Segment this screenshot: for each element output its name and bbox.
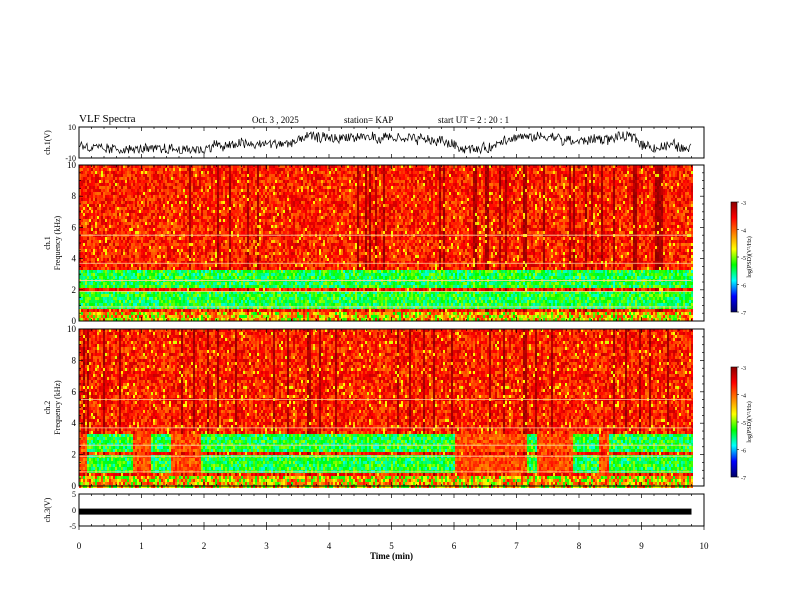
x-tick-label: 2	[202, 541, 207, 551]
ch2-spec-ytick-label: 10	[67, 324, 77, 334]
x-axis-label: Time (min)	[370, 551, 413, 561]
colorbar-ch1-tick-label: -6	[741, 284, 746, 290]
ch1-spec-ytick-label: 4	[72, 254, 77, 264]
ch1-spec-ylabel-frequency: Frequency (kHz)	[53, 215, 62, 270]
ch3-ytick-label: -5	[69, 522, 76, 531]
ch1-ytick-label: 10	[68, 123, 76, 132]
x-tick-label: 8	[577, 541, 582, 551]
colorbar-ch2-tick-label: -4	[741, 394, 746, 400]
ch2-spec-heatmap	[79, 329, 693, 488]
colorbar-ch1-tick-label: -3	[741, 201, 746, 207]
colorbar-ch2-tick-label: -6	[741, 449, 746, 455]
x-tick-label: 9	[639, 541, 644, 551]
colorbar-ch1-tick-label: -5	[741, 256, 746, 262]
x-tick-label: 5	[389, 541, 394, 551]
ch2-spec-ylabel-channel: ch.2	[43, 401, 52, 415]
colorbar-ch1	[731, 202, 737, 312]
ch3-ylabel: ch.3(V)	[43, 497, 52, 522]
ch2-spec-ytick-label: 6	[72, 387, 77, 397]
spectrogram-layer	[79, 165, 693, 488]
ch1-spec-ytick-label: 8	[72, 191, 77, 201]
ch1-spec-ytick-label: 10	[67, 160, 77, 170]
x-tick-label: 4	[327, 541, 332, 551]
colorbar-ch1-label: log(PSD)(V²/Hz)	[746, 236, 753, 277]
x-tick-label: 10	[700, 541, 710, 551]
x-tick-label: 7	[514, 541, 519, 551]
x-tick-label: 0	[77, 541, 82, 551]
ch1-frame	[79, 127, 704, 158]
ch1-waveform-line	[79, 132, 691, 154]
colorbar-ch1-tick-label: -4	[741, 229, 746, 235]
ch1-spec-heatmap	[79, 165, 693, 321]
x-tick-label: 1	[139, 541, 144, 551]
colorbar-ch2-tick-label: -5	[741, 421, 746, 427]
ch2-spec-ytick-label: 8	[72, 355, 77, 365]
ch3-ytick-label: 0	[72, 506, 76, 515]
colorbar-ch2	[731, 367, 737, 477]
x-tick-label: 3	[264, 541, 269, 551]
x-tick-label: 6	[452, 541, 457, 551]
ch2-spec-ytick-label: 4	[72, 418, 77, 428]
ch1-ylabel: ch.1(V)	[43, 130, 52, 155]
ch3-waveform-band	[79, 509, 692, 515]
colorbar-ch1-tick-label: -7	[741, 311, 746, 317]
ch1-spec-ytick-label: 2	[72, 285, 77, 295]
colorbar-ch2-tick-label: -3	[741, 366, 746, 372]
colorbar-ch2-label: log(PSD)(V²/Hz)	[746, 401, 753, 442]
ch1-spec-ylabel-channel: ch.1	[43, 236, 52, 250]
ch1-spec-ytick-label: 6	[72, 222, 77, 232]
ch3-ytick-label: 5	[72, 490, 76, 499]
ch2-spec-ylabel-frequency: Frequency (kHz)	[53, 380, 62, 435]
ch2-spec-ytick-label: 2	[72, 450, 77, 460]
colorbar-ch2-tick-label: -7	[741, 476, 746, 482]
